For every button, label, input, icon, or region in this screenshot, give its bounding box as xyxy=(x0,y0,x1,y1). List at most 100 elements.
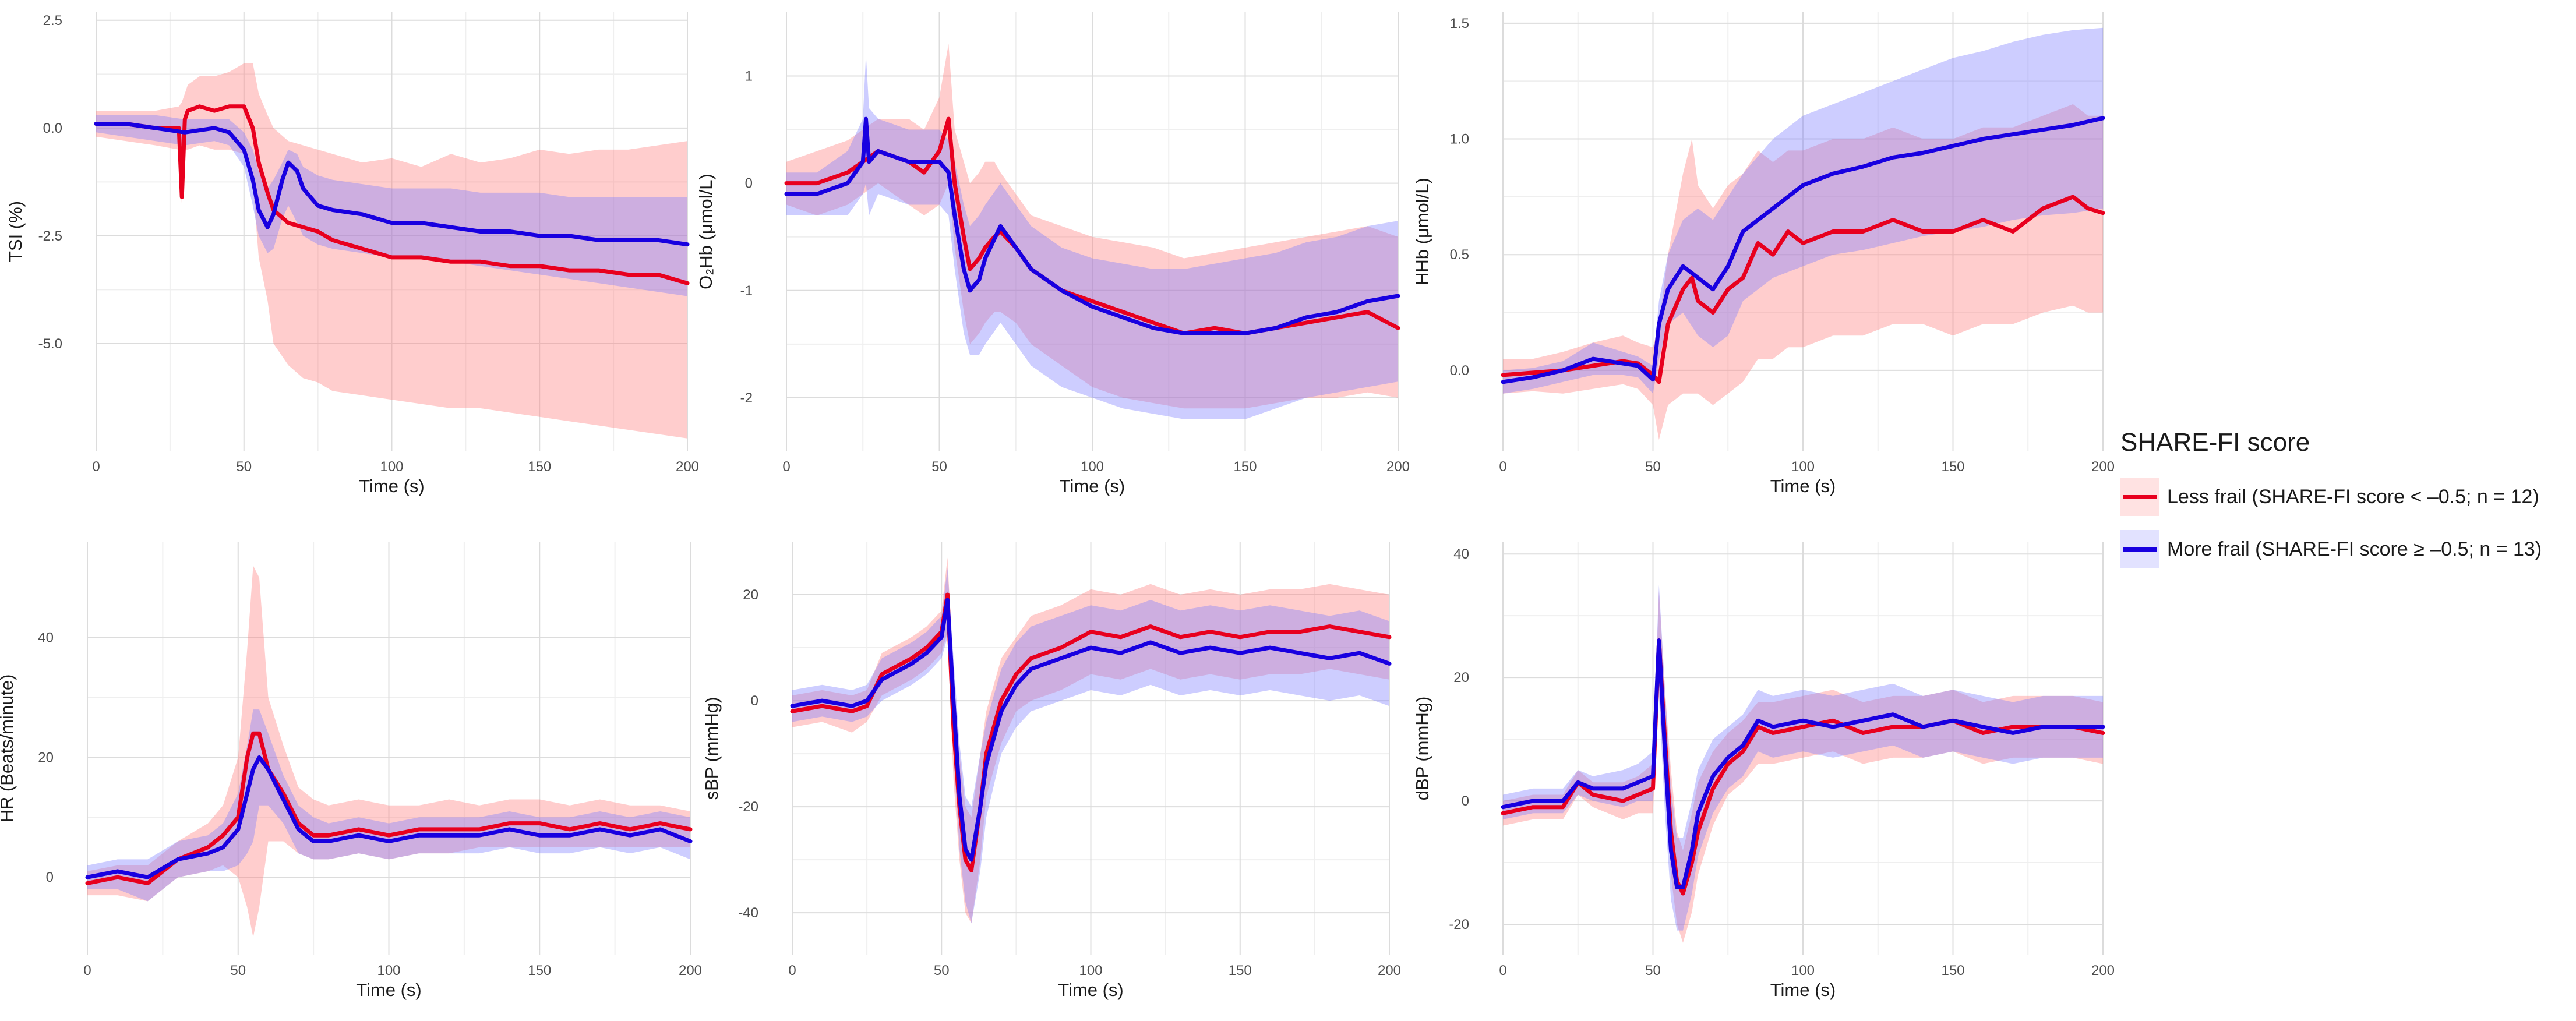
x-tick-label: 0 xyxy=(83,963,91,978)
grid xyxy=(1502,542,2104,955)
x-tick-label: 150 xyxy=(528,459,551,475)
x-tick-label: 200 xyxy=(676,459,699,475)
mean-line-more-frail xyxy=(790,598,1392,862)
x-tick-label: 200 xyxy=(2091,459,2115,475)
legend-key-more-frail xyxy=(2120,530,2159,568)
y-tick-label: 40 xyxy=(38,630,54,646)
confidence-band-less-frail xyxy=(96,63,687,439)
x-tick-label: 50 xyxy=(1645,459,1661,475)
x-tick-label: 150 xyxy=(1941,963,1964,978)
y-tick-label: -20 xyxy=(738,799,758,815)
mean-line-less-frail xyxy=(790,592,1392,872)
y-tick-label: -40 xyxy=(738,905,758,921)
y-tick-label: 0.0 xyxy=(1450,363,1469,379)
mean-line-more-frail xyxy=(1501,116,2105,384)
grid xyxy=(87,542,691,955)
x-tick-label: 150 xyxy=(528,963,551,978)
y-tick-label: 0.5 xyxy=(1450,247,1469,263)
x-axis-title: Time (s) xyxy=(356,980,422,1000)
x-tick-label: 50 xyxy=(934,963,950,978)
y-axis-title: O₂Hb (μmol/L) xyxy=(696,174,716,289)
legend-item-less-frail: Less frail (SHARE-FI score < –0.5; n = 1… xyxy=(2120,474,2575,520)
y-tick-label: 20 xyxy=(38,750,54,765)
x-axis-title: Time (s) xyxy=(1058,980,1124,1000)
mean-line-more-frail xyxy=(784,116,1400,335)
y-tick-label: 1 xyxy=(745,68,753,84)
confidence-band-less-frail xyxy=(792,557,1389,924)
x-axis-title: Time (s) xyxy=(359,476,425,496)
x-axis-title: Time (s) xyxy=(1770,476,1836,496)
mean-line-less-frail xyxy=(1501,195,2105,384)
legend-key-less-frail xyxy=(2120,478,2159,516)
panel-3: 0 50 100 150 200 1.5 1.0 0.5 0.0 Time (s) HHb (μmo… xyxy=(1412,12,2115,496)
legend-line-swatch xyxy=(2123,547,2157,552)
grid xyxy=(792,542,1390,955)
x-tick-label: 100 xyxy=(380,459,403,475)
y-tick-label: 0 xyxy=(751,693,758,709)
y-tick-label: 20 xyxy=(1453,670,1469,686)
y-tick-label: -2.5 xyxy=(38,228,62,244)
x-tick-label: 0 xyxy=(1499,963,1506,978)
y-tick-label: 1.0 xyxy=(1450,132,1469,147)
x-tick-label: 100 xyxy=(1079,963,1102,978)
x-tick-label: 50 xyxy=(931,459,947,475)
y-tick-label: 20 xyxy=(743,587,758,603)
y-tick-label: 0 xyxy=(46,870,54,885)
x-tick-label: 200 xyxy=(2091,963,2115,978)
y-tick-label: 2.5 xyxy=(43,13,62,29)
y-axis-title: TSI (%) xyxy=(5,201,26,262)
confidence-band-less-frail xyxy=(786,44,1398,409)
confidence-band-more-frail xyxy=(1503,27,2103,394)
x-tick-label: 0 xyxy=(1499,459,1506,475)
y-tick-label: -20 xyxy=(1449,917,1469,932)
x-tick-label: 100 xyxy=(1791,963,1815,978)
y-tick-label: -2 xyxy=(740,390,753,406)
confidence-band-more-frail xyxy=(1503,585,2103,931)
grid xyxy=(1502,12,2104,451)
legend-line-swatch xyxy=(2123,495,2157,499)
panel-2: 0 50 100 150 200 1 0 -1 -2 Time (s) O₂Hb (μmol/L) xyxy=(696,12,1410,496)
y-tick-label: -5.0 xyxy=(38,336,62,352)
x-tick-label: 200 xyxy=(1378,963,1401,978)
y-axis-title: dBP (mmHg) xyxy=(1412,697,1432,801)
x-tick-label: 150 xyxy=(1233,459,1257,475)
y-axis-title: HHb (μmol/L) xyxy=(1412,178,1432,285)
x-tick-label: 50 xyxy=(236,459,252,475)
legend-label-more-frail: More frail (SHARE-FI score ≥ –0.5; n = 1… xyxy=(2167,538,2542,560)
mean-line-more-frail xyxy=(85,755,693,879)
y-axis-title: sBP (mmHg) xyxy=(701,697,722,800)
legend-label-less-frail: Less frail (SHARE-FI score < –0.5; n = 1… xyxy=(2167,485,2539,508)
x-axis-title: Time (s) xyxy=(1770,980,1836,1000)
x-tick-label: 50 xyxy=(1645,963,1661,978)
mean-line-more-frail xyxy=(1501,638,2105,889)
x-tick-label: 0 xyxy=(92,459,100,475)
y-tick-label: -1 xyxy=(740,283,753,299)
grid xyxy=(96,12,688,451)
grid xyxy=(786,12,1399,451)
confidence-band-more-frail xyxy=(792,568,1389,924)
legend-item-more-frail: More frail (SHARE-FI score ≥ –0.5; n = 1… xyxy=(2120,526,2575,573)
x-tick-label: 200 xyxy=(1386,459,1410,475)
x-tick-label: 150 xyxy=(1941,459,1964,475)
x-axis-title: Time (s) xyxy=(1060,476,1125,496)
x-tick-label: 100 xyxy=(377,963,400,978)
confidence-band-less-frail xyxy=(1503,104,2103,440)
x-tick-label: 200 xyxy=(679,963,702,978)
y-tick-label: 0.0 xyxy=(43,121,62,136)
x-tick-label: 0 xyxy=(788,963,796,978)
mean-line-less-frail xyxy=(94,104,690,285)
y-tick-label: 1.5 xyxy=(1450,16,1469,31)
x-tick-label: 50 xyxy=(230,963,246,978)
confidence-band-more-frail xyxy=(87,709,690,902)
confidence-band-less-frail xyxy=(87,566,690,938)
y-tick-label: 0 xyxy=(745,176,753,192)
x-tick-label: 0 xyxy=(782,459,790,475)
panel-1: 0 50 100 150 200 2.5 0.0 -2.5 -5.0 Time (s) TSI (%… xyxy=(5,12,699,496)
x-tick-label: 100 xyxy=(1081,459,1104,475)
mean-line-more-frail xyxy=(94,122,690,247)
confidence-band-more-frail xyxy=(96,115,687,296)
